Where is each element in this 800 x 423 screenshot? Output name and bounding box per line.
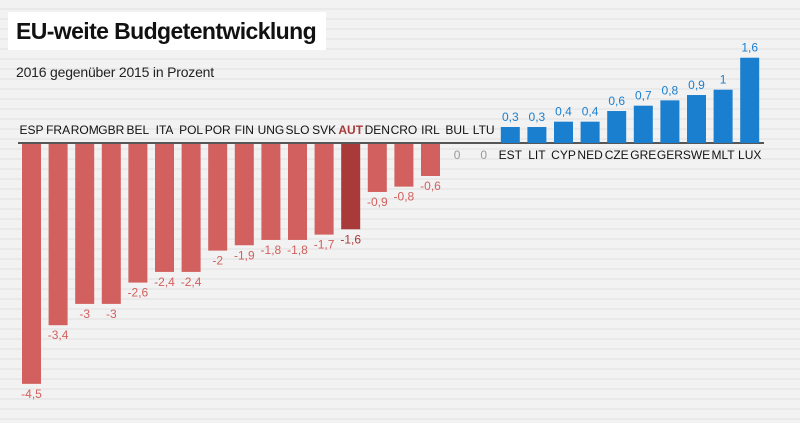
- bar-por: [208, 144, 228, 251]
- category-label-slo: SLO: [285, 123, 309, 137]
- value-label-bel: -2,6: [128, 286, 149, 300]
- category-label-ned: NED: [577, 148, 603, 162]
- category-label-gbr: GBR: [98, 123, 124, 137]
- value-label-den: -0,9: [367, 195, 388, 209]
- value-label-pol: -2,4: [181, 275, 202, 289]
- bar-bel: [128, 144, 148, 283]
- category-label-lit: LIT: [528, 148, 546, 162]
- bar-cro: [394, 144, 414, 187]
- value-label-slo: -1,8: [287, 243, 308, 257]
- category-label-por: POR: [205, 123, 231, 137]
- value-label-lit: 0,3: [529, 110, 546, 124]
- bar-swe: [687, 95, 706, 143]
- bar-cyp: [554, 121, 573, 143]
- value-label-gre: 0,7: [635, 89, 652, 103]
- value-label-irl: -0,6: [420, 179, 441, 193]
- value-label-est: 0,3: [502, 110, 519, 124]
- title-box: EU-weite Budgetentwicklung: [8, 12, 327, 50]
- value-label-cze: 0,6: [608, 94, 625, 108]
- category-label-mlt: MLT: [712, 148, 736, 162]
- bar-lux: [740, 57, 760, 143]
- value-label-lux: 1,6: [741, 41, 758, 55]
- value-label-ita: -2,4: [154, 275, 175, 289]
- bar-est: [500, 127, 520, 143]
- category-label-den: DEN: [365, 123, 390, 137]
- value-label-cyp: 0,4: [555, 105, 572, 119]
- bar-gbr: [101, 144, 121, 304]
- value-label-rom: -3: [79, 307, 90, 321]
- category-label-irl: IRL: [421, 123, 440, 137]
- bar-mlt: [713, 89, 733, 143]
- bar-gre: [633, 105, 653, 143]
- bar-ung: [261, 144, 281, 240]
- category-label-ltu: LTU: [473, 123, 495, 137]
- bar-svk: [314, 144, 334, 235]
- bar-rom: [75, 144, 95, 304]
- bar-esp: [22, 144, 41, 384]
- value-label-bul: 0: [454, 148, 461, 162]
- value-label-mlt: 1: [720, 73, 727, 87]
- value-label-swe: 0,9: [688, 78, 705, 92]
- value-label-ltu: 0: [480, 148, 487, 162]
- value-label-aut: -1,6: [340, 232, 361, 246]
- value-label-gbr: -3: [106, 307, 117, 321]
- category-label-cyp: CYP: [551, 148, 576, 162]
- category-label-ung: UNG: [258, 123, 285, 137]
- category-label-est: EST: [499, 148, 523, 162]
- bar-ned: [580, 121, 600, 143]
- category-label-cro: CRO: [391, 123, 418, 137]
- chart-title: EU-weite Budgetentwicklung: [16, 17, 317, 44]
- value-label-cro: -0,8: [394, 190, 415, 204]
- category-label-pol: POL: [179, 123, 203, 137]
- category-label-gre: GRE: [630, 148, 656, 162]
- category-label-esp: ESP: [19, 123, 43, 137]
- value-label-esp: -4,5: [21, 387, 42, 401]
- category-label-lux: LUX: [738, 148, 761, 162]
- category-label-aut: AUT: [338, 123, 363, 137]
- category-label-rom: ROM: [71, 123, 99, 137]
- category-label-ger: GER: [657, 148, 683, 162]
- category-label-bul: BUL: [445, 123, 469, 137]
- bar-lit: [527, 127, 547, 143]
- value-label-svk: -1,7: [314, 238, 335, 252]
- bar-slo: [288, 144, 307, 240]
- category-label-fra: FRA: [46, 123, 70, 137]
- value-label-fra: -3,4: [48, 328, 69, 342]
- bar-den: [367, 144, 387, 192]
- value-label-ger: 0,8: [662, 83, 679, 97]
- category-label-fin: FIN: [235, 123, 254, 137]
- category-label-svk: SVK: [312, 123, 336, 137]
- bar-ger: [660, 100, 680, 143]
- bar-fin: [234, 144, 254, 246]
- category-label-swe: SWE: [683, 148, 710, 162]
- value-label-por: -2: [212, 254, 223, 268]
- bar-pol: [181, 144, 201, 272]
- bar-fra: [48, 144, 68, 326]
- bar-ita: [155, 144, 174, 272]
- value-label-fin: -1,9: [234, 248, 255, 262]
- value-label-ned: 0,4: [582, 105, 599, 119]
- value-label-ung: -1,8: [261, 243, 282, 257]
- category-label-ita: ITA: [156, 123, 174, 137]
- category-label-bel: BEL: [127, 123, 150, 137]
- chart-subtitle: 2016 gegenüber 2015 in Prozent: [16, 64, 214, 80]
- bar-aut: [341, 144, 361, 230]
- bar-irl: [421, 144, 440, 176]
- bar-cze: [607, 111, 627, 143]
- category-label-cze: CZE: [605, 148, 629, 162]
